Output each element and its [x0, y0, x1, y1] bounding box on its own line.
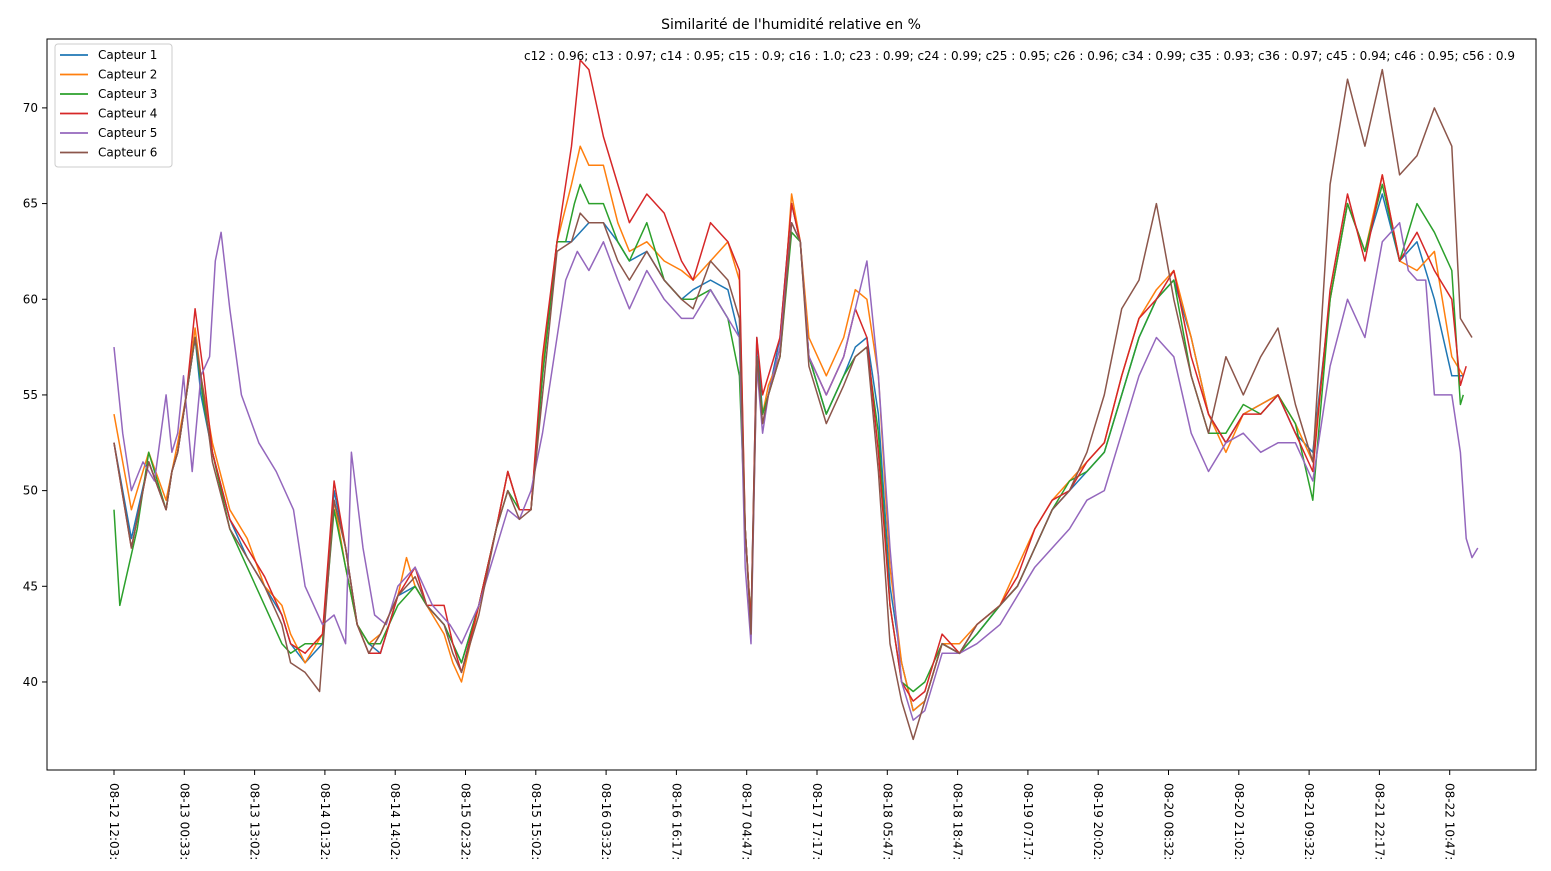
x-tick-label: 08-19 07:17: [1021, 783, 1035, 860]
y-tick-label: 70 [23, 101, 38, 115]
similarity-annotation: c12 : 0.96; c13 : 0.97; c14 : 0.95; c15 … [524, 49, 1515, 63]
legend-label: Capteur 2 [98, 68, 157, 82]
y-tick-label: 60 [23, 292, 38, 306]
x-tick-label: 08-13 13:02: [248, 783, 262, 860]
x-tick-label: 08-15 15:02: [529, 783, 543, 860]
y-tick-label: 55 [23, 388, 38, 402]
plot-area [113, 59, 1479, 741]
series-line-capteur-6 [113, 68, 1473, 741]
x-tick-label: 08-18 18:47: [951, 783, 965, 860]
x-tick-label: 08-17 17:17: [810, 783, 824, 860]
x-axis: 08-12 12:03: 08-13 00:33: 08-13 13:02: 08-1… [107, 770, 1457, 860]
legend: Capteur 1 Capteur 2 Capteur 3 Capteur 4 Capt… [54, 43, 173, 168]
y-axis: 40 45 50 55 60 65 70 [23, 101, 47, 689]
legend-label: Capteur 1 [98, 48, 157, 62]
x-tick-label: 08-21 22:17: [1372, 783, 1386, 860]
x-tick-label: 08-16 16:17: [669, 783, 683, 860]
x-tick-label: 08-14 01:32: [318, 783, 332, 860]
x-tick-label: 08-13 00:33: [177, 783, 191, 860]
y-tick-label: 50 [23, 484, 38, 498]
x-tick-label: 08-15 02:32: [459, 783, 473, 860]
x-tick-label: 08-21 09:32: [1302, 783, 1316, 860]
axes-frame [46, 38, 1537, 771]
legend-label: Capteur 4 [98, 107, 157, 121]
x-tick-label: 08-20 08:32: [1162, 783, 1176, 860]
y-tick-label: 45 [23, 579, 38, 593]
series-line-capteur-5 [113, 221, 1479, 721]
chart-title: Similarité de l'humidité relative en % [661, 17, 921, 33]
x-tick-label: 08-14 14:02: [388, 783, 402, 860]
x-tick-label: 08-22 10:47: [1443, 783, 1457, 860]
x-tick-label: 08-19 20:02: [1091, 783, 1105, 860]
legend-label: Capteur 6 [98, 146, 157, 160]
x-tick-label: 08-16 03:32: [599, 783, 613, 860]
x-tick-label: 08-17 04:47: [740, 783, 754, 860]
y-tick-label: 40 [23, 675, 38, 689]
legend-label: Capteur 5 [98, 126, 157, 140]
x-tick-label: 08-12 12:03: [107, 783, 121, 860]
series-line-capteur-4 [113, 59, 1467, 702]
x-tick-label: 08-20 21:02: [1232, 783, 1246, 860]
legend-label: Capteur 3 [98, 87, 157, 101]
y-tick-label: 65 [23, 197, 38, 211]
x-tick-label: 08-18 05:47: [880, 783, 894, 860]
